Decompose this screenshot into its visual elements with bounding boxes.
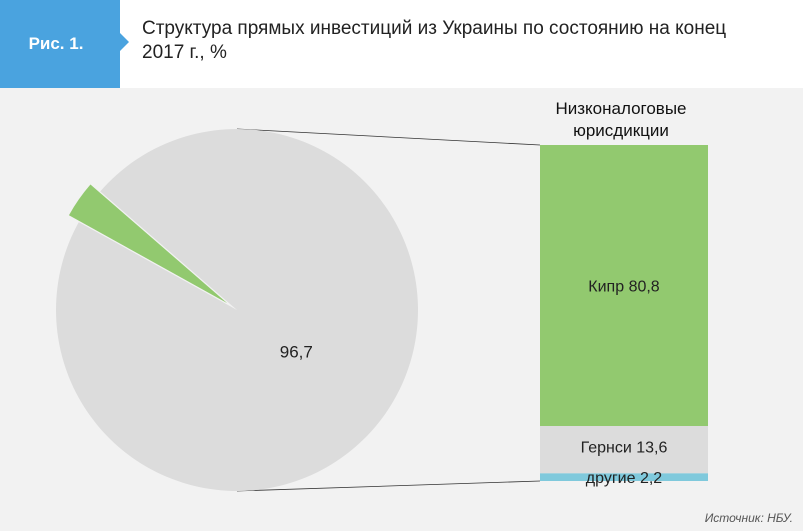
- bar-segment-label: другие 2,2: [586, 470, 663, 487]
- pie-slice-main: [56, 129, 418, 491]
- pie-breakdown-chart: 96,7 Кипр 80,8 Гернси 13,6 другие 2,2 Низк…: [56, 99, 708, 492]
- connector-top: [236, 128, 541, 146]
- pie-slice-low-tax: [68, 184, 228, 304]
- figure-label-notch: [120, 33, 129, 51]
- pie: 96,7: [56, 129, 418, 491]
- bar-title-line: юрисдикции: [573, 121, 669, 140]
- figure-title: Структура прямых инвестиций из Украины п…: [142, 18, 727, 63]
- bar-segment-label: Кипр 80,8: [588, 279, 660, 296]
- figure-label-text: Рис. 1.: [28, 34, 84, 53]
- bar-segment-label: Гернси 13,6: [581, 440, 668, 457]
- bar-title-line: Низконалоговые: [555, 99, 686, 118]
- source-note: Источник: НБУ.: [704, 511, 793, 525]
- figure-header: Рис. 1. Структура прямых инвестиций из У…: [0, 0, 803, 88]
- connector-bottom: [236, 480, 541, 492]
- figure-label: Рис. 1.: [0, 0, 120, 88]
- chart-panel: 96,7 Кипр 80,8 Гернси 13,6 другие 2,2 Низк…: [0, 88, 803, 531]
- pie-slice-label: 96,7: [280, 343, 313, 362]
- connector-lines: [236, 128, 541, 492]
- breakdown-bar-title: Низконалоговые юрисдикции: [555, 99, 686, 140]
- bar-segment-3: [540, 473, 708, 481]
- breakdown-bar: Кипр 80,8 Гернси 13,6 другие 2,2: [540, 145, 708, 487]
- bar-segment-1: [540, 145, 708, 427]
- bar-segment-2: [540, 426, 708, 474]
